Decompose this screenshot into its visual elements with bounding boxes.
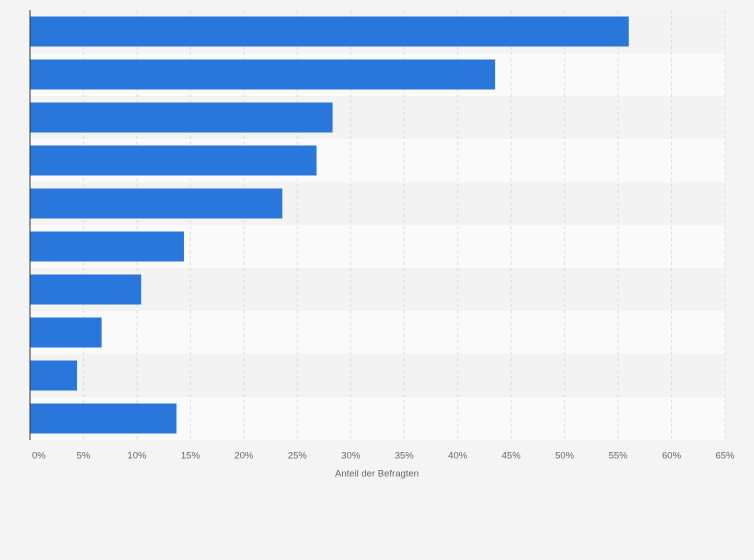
bar [30, 403, 177, 434]
x-tick-label: 15% [181, 451, 201, 462]
x-tick-label: 50% [555, 451, 575, 462]
bar [30, 16, 629, 47]
bar [30, 360, 78, 391]
bar [30, 274, 142, 305]
x-tick-label: 20% [234, 451, 254, 462]
x-tick-label: 0% [32, 451, 46, 462]
row-band [30, 311, 725, 354]
x-axis-label: Anteil der Befragten [335, 469, 419, 480]
bar [30, 231, 184, 262]
x-tick-label: 30% [341, 451, 361, 462]
bar [30, 188, 283, 219]
x-tick-label: 10% [127, 451, 147, 462]
x-tick-label: 40% [448, 451, 468, 462]
x-tick-label: 60% [662, 451, 682, 462]
bar [30, 102, 333, 133]
x-tick-label: 55% [609, 451, 629, 462]
x-tick-label: 45% [502, 451, 522, 462]
x-tick-label: 65% [715, 451, 735, 462]
row-band [30, 268, 725, 311]
x-tick-label: 35% [395, 451, 415, 462]
bar [30, 145, 317, 176]
x-tick-label: 25% [288, 451, 308, 462]
x-tick-label: 5% [77, 451, 91, 462]
bar [30, 317, 102, 348]
row-band [30, 354, 725, 397]
bar [30, 59, 496, 90]
